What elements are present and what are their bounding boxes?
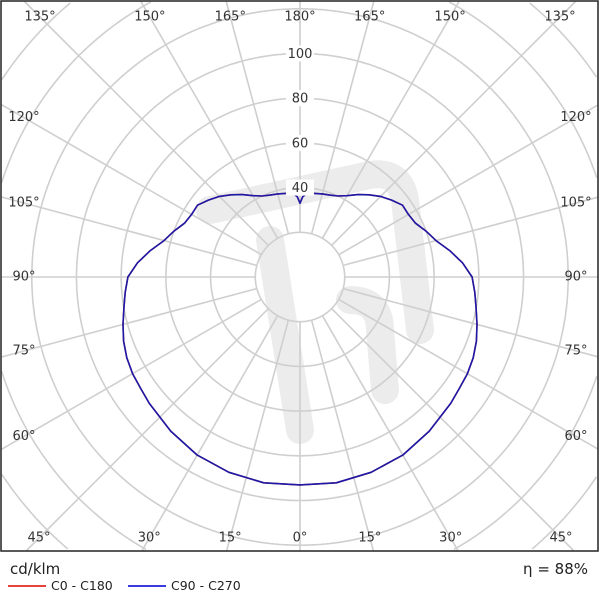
angle-label-bottom: 45° <box>27 531 50 546</box>
angle-label-right: 75° <box>564 344 587 359</box>
watermark-logo <box>196 160 434 444</box>
angle-label-top: 150° <box>134 10 165 25</box>
radial-tick-label: 80 <box>292 92 309 107</box>
legend-label: C90 - C270 <box>171 578 241 593</box>
grid-spoke-120 <box>338 104 598 256</box>
angle-label-bottom: 30° <box>138 531 161 546</box>
grid-spoke-60 <box>338 298 598 450</box>
angle-label-left: 105° <box>8 196 39 211</box>
axis-labels: 40 60 80 100 135° 150° 165° 180° 165° 150° 135° 120… <box>8 10 591 546</box>
legend-item-c0-c180: C0 - C180 <box>8 578 113 593</box>
grid-spoke-45 <box>331 308 575 552</box>
series-line-c90-c270 <box>122 192 478 486</box>
angle-label-right: 120° <box>560 110 591 125</box>
radial-tick-label: 100 <box>288 47 313 62</box>
angle-label-bottom: 30° <box>439 531 462 546</box>
grid-spoke-30 <box>321 315 459 551</box>
angle-label-left: 75° <box>12 344 35 359</box>
grid-spoke-285 <box>1 287 258 358</box>
tick-label-bg <box>286 90 314 107</box>
tick-label-bg <box>286 179 314 196</box>
angle-label-right: 60° <box>564 429 587 444</box>
grid-spoke-225 <box>23 0 269 246</box>
grid-spoke-300 <box>1 298 262 450</box>
angle-label-left: 90° <box>12 270 35 285</box>
grid-spoke-135 <box>331 0 577 246</box>
grid-spoke-75 <box>342 287 598 358</box>
angle-label-bottom: 15° <box>358 531 381 546</box>
grid-spoke-330 <box>141 315 279 551</box>
grid-ring-140 <box>0 1 598 551</box>
grid-spoke-240 <box>1 104 262 256</box>
angle-label-right: 105° <box>560 196 591 211</box>
radial-tick-label: 40 <box>292 181 309 196</box>
angle-label-bottom: 0° <box>293 531 308 546</box>
grid-spoke-345 <box>225 319 290 551</box>
angle-label-bottom: 15° <box>219 531 242 546</box>
legend-label: C0 - C180 <box>51 578 113 593</box>
grid-spoke-210 <box>140 1 279 239</box>
angle-label-right: 90° <box>564 270 587 285</box>
grid-ring-160 <box>1 2 598 550</box>
legend-swatch-blue <box>128 584 166 587</box>
grid-spoke-195 <box>225 1 290 235</box>
legend-swatch-red <box>8 584 46 587</box>
grid-spoke-150 <box>321 1 460 239</box>
legend-item-c90-c270: C90 - C270 <box>128 578 241 593</box>
unit-label: cd/klm <box>10 560 61 578</box>
angle-label-left: 60° <box>12 429 35 444</box>
angle-label-top: 135° <box>24 10 55 25</box>
grid-spoke-165 <box>310 1 375 235</box>
polar-grid <box>0 0 598 552</box>
plot-frame <box>0 0 599 552</box>
grid-spoke-255 <box>1 196 258 267</box>
grid-spoke-315 <box>25 308 269 552</box>
angle-label-left: 120° <box>8 110 39 125</box>
efficiency-label: η = 88% <box>523 560 588 578</box>
angle-label-top: 180° <box>284 10 315 25</box>
angle-label-top: 150° <box>434 10 465 25</box>
series-layer <box>122 192 478 486</box>
tick-label-bg <box>286 45 314 62</box>
grid-spoke-105 <box>342 196 598 267</box>
angle-label-top: 165° <box>215 10 246 25</box>
angle-label-bottom: 45° <box>549 531 572 546</box>
grid-spoke-15 <box>310 319 375 551</box>
angle-label-top: 165° <box>354 10 385 25</box>
radial-tick-label: 60 <box>292 136 309 151</box>
angle-label-top: 135° <box>544 10 575 25</box>
tick-label-bg <box>286 134 314 151</box>
